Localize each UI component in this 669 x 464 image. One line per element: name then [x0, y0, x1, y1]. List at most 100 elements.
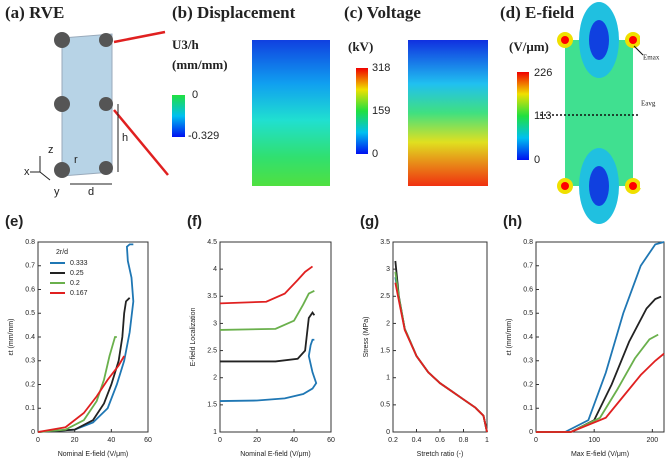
annotation: Eavg — [641, 100, 656, 108]
panel-label: (f) — [187, 213, 202, 230]
x-tick-label: 0 — [534, 437, 538, 444]
y-tick-label: 0.4 — [25, 334, 35, 341]
y-axis-label: εt (mm/mm) — [8, 319, 15, 356]
colorbar — [172, 95, 185, 137]
y-tick-label: 0.6 — [25, 286, 35, 293]
x-tick-label: 1 — [485, 437, 489, 444]
charts: (e)00.10.20.30.40.50.60.70.80 20 40 60Nomin… — [5, 213, 665, 458]
panel-d: (d) E-field (V/μm) 226 113 0 Emax Eavg — [500, 2, 669, 224]
y-tick-label: 1 — [213, 429, 217, 436]
x-tick-label: 100 — [588, 437, 600, 444]
y-tick-label: 2 — [213, 375, 217, 382]
panel-b: (b) Displacement U3/h (mm/mm) 0 -0.329 — [172, 3, 330, 186]
series-line — [37, 355, 125, 433]
unit: (kV) — [348, 39, 373, 54]
annotation: Emax — [643, 54, 660, 62]
x-tick-label: 0.6 — [435, 437, 445, 444]
series-line — [219, 290, 315, 331]
x-axis-label: Stretch ratio (-) — [417, 451, 464, 458]
x-tick-label: 0 — [36, 437, 40, 444]
series-line — [394, 271, 488, 433]
x-tick-label: 60 — [327, 437, 335, 444]
colorbar-tick: 0 — [192, 89, 198, 101]
series-line — [37, 243, 135, 433]
y-tick-label: 3.5 — [207, 293, 217, 300]
y-tick-label: 0.4 — [523, 334, 533, 341]
series-line — [37, 297, 131, 433]
y-tick-label: 3 — [386, 266, 390, 273]
series-line — [536, 333, 659, 433]
x-tick-label: 40 — [107, 437, 115, 444]
y-tick-label: 1.5 — [207, 402, 217, 409]
series-line — [536, 295, 662, 433]
dim-label: d — [88, 186, 94, 198]
panel-title: (d) E-field — [500, 3, 575, 22]
plot-frame — [535, 241, 665, 433]
legend-label: 0.167 — [70, 290, 88, 297]
y-tick-label: 0 — [529, 429, 533, 436]
panel-title: (c) Voltage — [344, 3, 421, 22]
colorbar-tick: 0 — [372, 148, 378, 160]
legend-label: 0.25 — [70, 270, 84, 277]
series-line — [219, 338, 318, 402]
unit: (mm/mm) — [172, 57, 228, 72]
y-axis-label: εt (mm/mm) — [506, 319, 513, 356]
panel-label: (e) — [5, 213, 23, 230]
y-tick-label: 0 — [386, 429, 390, 436]
unit: U3/h — [172, 37, 200, 52]
y-tick-label: 0.8 — [523, 239, 533, 246]
y-tick-label: 0.1 — [25, 405, 35, 412]
x-tick-label: 0.2 — [388, 437, 398, 444]
series-line — [394, 282, 488, 433]
y-tick-label: 0.5 — [380, 402, 390, 409]
legend-label: 0.333 — [70, 260, 88, 267]
colorbar — [356, 68, 368, 154]
y-tick-label: 0.1 — [523, 405, 533, 412]
rve-block — [61, 33, 113, 177]
y-tick-label: 0.3 — [523, 358, 533, 365]
y-tick-label: 3 — [213, 320, 217, 327]
y-tick-label: 0.7 — [523, 263, 533, 270]
y-tick-label: 4 — [213, 266, 217, 273]
series-line — [220, 310, 316, 363]
y-tick-label: 0.2 — [25, 381, 35, 388]
colorbar-tick: 159 — [372, 105, 390, 117]
x-tick-label: 20 — [253, 437, 261, 444]
dim-label: h — [122, 132, 128, 144]
x-tick-label: 0.8 — [459, 437, 469, 444]
x-tick-label: 0 — [218, 437, 222, 444]
contour — [408, 40, 488, 186]
y-axis-label: E-field Localization — [190, 308, 197, 367]
panel-label: (g) — [360, 213, 379, 230]
y-tick-label: 0.8 — [25, 239, 35, 246]
y-tick-label: 2 — [386, 320, 390, 327]
x-axis-label: Max E-field (V/μm) — [571, 451, 629, 458]
contour — [252, 40, 330, 186]
x-tick-label: 60 — [144, 437, 152, 444]
colorbar-tick: 318 — [372, 62, 390, 74]
x-axis-label: Nominal E-field (V/μm) — [240, 451, 311, 458]
y-tick-label: 0.5 — [523, 310, 533, 317]
axis-label: z — [48, 144, 54, 156]
y-tick-label: 2.5 — [380, 293, 390, 300]
series-line — [219, 265, 314, 305]
y-tick-label: 0.5 — [25, 310, 35, 317]
y-tick-label: 4.5 — [207, 239, 217, 246]
series-line — [536, 352, 665, 433]
series-line — [536, 241, 665, 433]
panel-label: (h) — [503, 213, 522, 230]
colorbar-tick: 113 — [534, 110, 552, 122]
plot-frame — [37, 241, 149, 433]
axis-label: y — [54, 186, 60, 198]
y-axis-label: Stress (MPa) — [363, 317, 370, 358]
dim-label: r — [74, 154, 78, 166]
panel-title: (a) RVE — [5, 3, 64, 22]
y-tick-label: 0 — [31, 429, 35, 436]
y-tick-label: 3.5 — [380, 239, 390, 246]
axis-label: x — [24, 166, 30, 178]
x-tick-label: 40 — [290, 437, 298, 444]
y-tick-label: 1.5 — [380, 347, 390, 354]
panel-c: (c) Voltage (kV) 318 159 0 — [344, 3, 488, 186]
y-tick-label: 0.3 — [25, 358, 35, 365]
